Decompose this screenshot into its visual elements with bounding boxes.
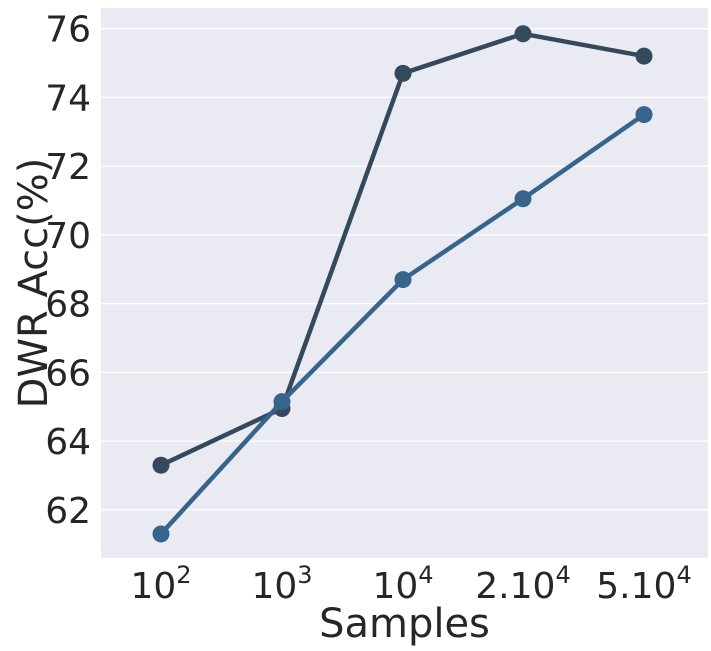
series-2 <box>152 106 653 543</box>
x-tick-base: 10 <box>372 566 418 607</box>
x-tick-exponent: 4 <box>555 561 570 589</box>
y-tick-label: 70 <box>45 216 91 257</box>
x-tick-label: 103 <box>251 561 312 607</box>
y-tick-label: 72 <box>45 147 91 188</box>
data-point <box>152 525 170 543</box>
y-axis-title: DWR Acc(%) <box>11 158 57 409</box>
data-point <box>394 271 412 289</box>
x-tick-exponent: 3 <box>297 561 312 589</box>
data-point <box>635 106 653 124</box>
x-tick-label: 102 <box>130 561 191 607</box>
x-tick-base: 2.10 <box>475 566 555 607</box>
y-tick-label: 64 <box>45 422 91 463</box>
grid-lines <box>101 27 708 511</box>
x-tick-label: 104 <box>372 561 433 607</box>
x-tick-labels: 102 103 104 2.104 5.104 <box>130 561 691 607</box>
x-tick-label: 5.104 <box>596 561 691 607</box>
y-tick-label: 62 <box>45 491 91 532</box>
data-point <box>514 190 532 208</box>
x-tick-exponent: 4 <box>676 561 691 589</box>
x-tick-base: 10 <box>130 566 176 607</box>
series-layer <box>152 25 653 543</box>
data-point <box>635 47 653 65</box>
x-tick-base: 5.10 <box>596 566 676 607</box>
y-tick-label: 76 <box>45 10 91 51</box>
data-point <box>152 456 170 474</box>
y-tick-label: 68 <box>45 285 91 326</box>
x-tick-exponent: 4 <box>418 561 433 589</box>
x-tick-label: 2.104 <box>475 561 570 607</box>
data-point <box>514 25 532 43</box>
data-point <box>394 64 412 82</box>
y-tick-label: 74 <box>45 78 91 119</box>
x-tick-base: 10 <box>251 566 297 607</box>
x-tick-exponent: 2 <box>176 561 191 589</box>
y-tick-label: 66 <box>45 353 91 394</box>
data-point <box>273 393 291 411</box>
x-axis-title: Samples <box>319 601 490 647</box>
y-tick-labels: 62 64 66 68 70 72 74 76 <box>45 10 91 532</box>
